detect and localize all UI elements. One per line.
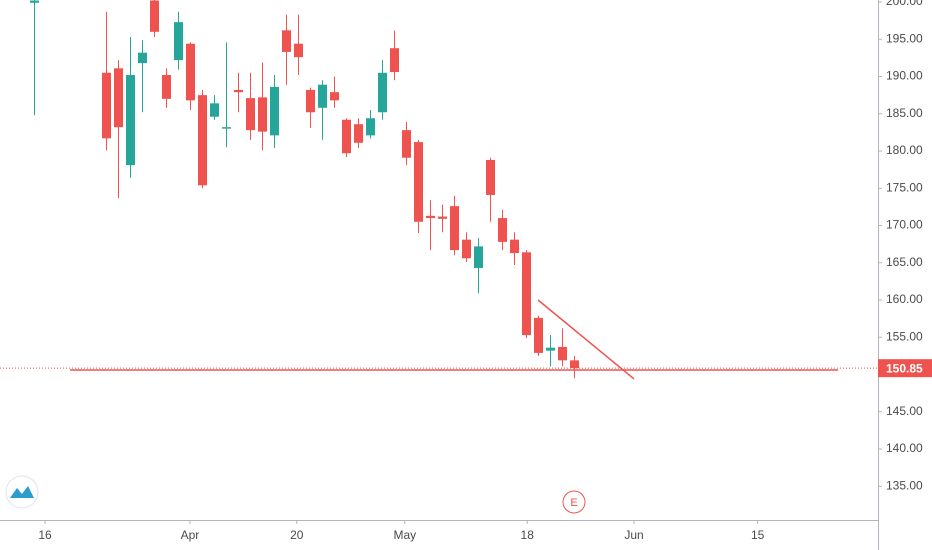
candle-body [294, 43, 303, 58]
y-tick-label: 145.00 [886, 404, 923, 418]
candle-body [558, 346, 567, 361]
trend-line [537, 299, 635, 380]
logo [5, 475, 39, 509]
candle-body [522, 252, 531, 336]
candle-body [30, 0, 39, 3]
candle-body [570, 360, 579, 369]
candle-body [210, 103, 219, 117]
last-price-badge [878, 359, 932, 378]
candle-body [378, 72, 387, 113]
y-tick-label: 180.00 [886, 143, 923, 157]
y-tick-label: 195.00 [886, 31, 923, 45]
y-tick-label: 140.00 [886, 441, 923, 455]
x-tick-label: 16 [38, 528, 52, 542]
candle-body [234, 89, 243, 93]
candle-body [150, 0, 159, 32]
candle-body [102, 72, 111, 139]
x-tick-label: Jun [624, 528, 643, 542]
x-tick-label: Apr [181, 528, 200, 542]
candle-body [450, 206, 459, 251]
candle-body [318, 84, 327, 108]
x-tick-label: 20 [290, 528, 304, 542]
candle-body [138, 52, 147, 64]
candle-body [270, 86, 279, 136]
candle-body [426, 215, 435, 219]
x-tick-label: 15 [751, 528, 765, 542]
candle-body [126, 75, 135, 166]
last-price-label: 150.85 [886, 361, 923, 375]
candle-body [186, 43, 195, 101]
y-tick-label: 185.00 [886, 106, 923, 120]
candle-body [162, 75, 171, 99]
candle-body [306, 89, 315, 113]
y-tick-label: 175.00 [886, 180, 923, 194]
x-tick-label: May [393, 528, 416, 542]
candle-body [198, 95, 207, 186]
candle-body [546, 347, 555, 351]
event-marker [562, 490, 586, 514]
candle-body [222, 127, 231, 129]
candle-body [114, 68, 123, 128]
candle-body [498, 218, 507, 242]
candle-body [462, 239, 471, 259]
candle-body [390, 48, 399, 73]
x-tick-label: 18 [521, 528, 535, 542]
candle-body [330, 92, 339, 101]
candle-body [486, 159, 495, 195]
candle-body [474, 246, 483, 268]
candle-body [438, 216, 447, 219]
candle-body [258, 97, 267, 132]
candle-body [282, 30, 291, 52]
y-tick-label: 160.00 [886, 292, 923, 306]
y-tick-label: 165.00 [886, 255, 923, 269]
candle-body [366, 118, 375, 136]
y-tick-label: 200.00 [886, 0, 923, 8]
candle-body [354, 124, 363, 143]
candle-body [402, 130, 411, 158]
y-tick-label: 155.00 [886, 329, 923, 343]
candle-body [246, 98, 255, 131]
y-tick-label: 135.00 [886, 478, 923, 492]
candle-body [510, 239, 519, 254]
y-tick-label: 170.00 [886, 218, 923, 232]
event-marker-label: E [570, 497, 577, 509]
candle-body [342, 119, 351, 154]
candle-body [414, 142, 423, 222]
y-tick-label: 190.00 [886, 69, 923, 83]
candle-body [174, 22, 183, 61]
candle-body [534, 317, 543, 353]
